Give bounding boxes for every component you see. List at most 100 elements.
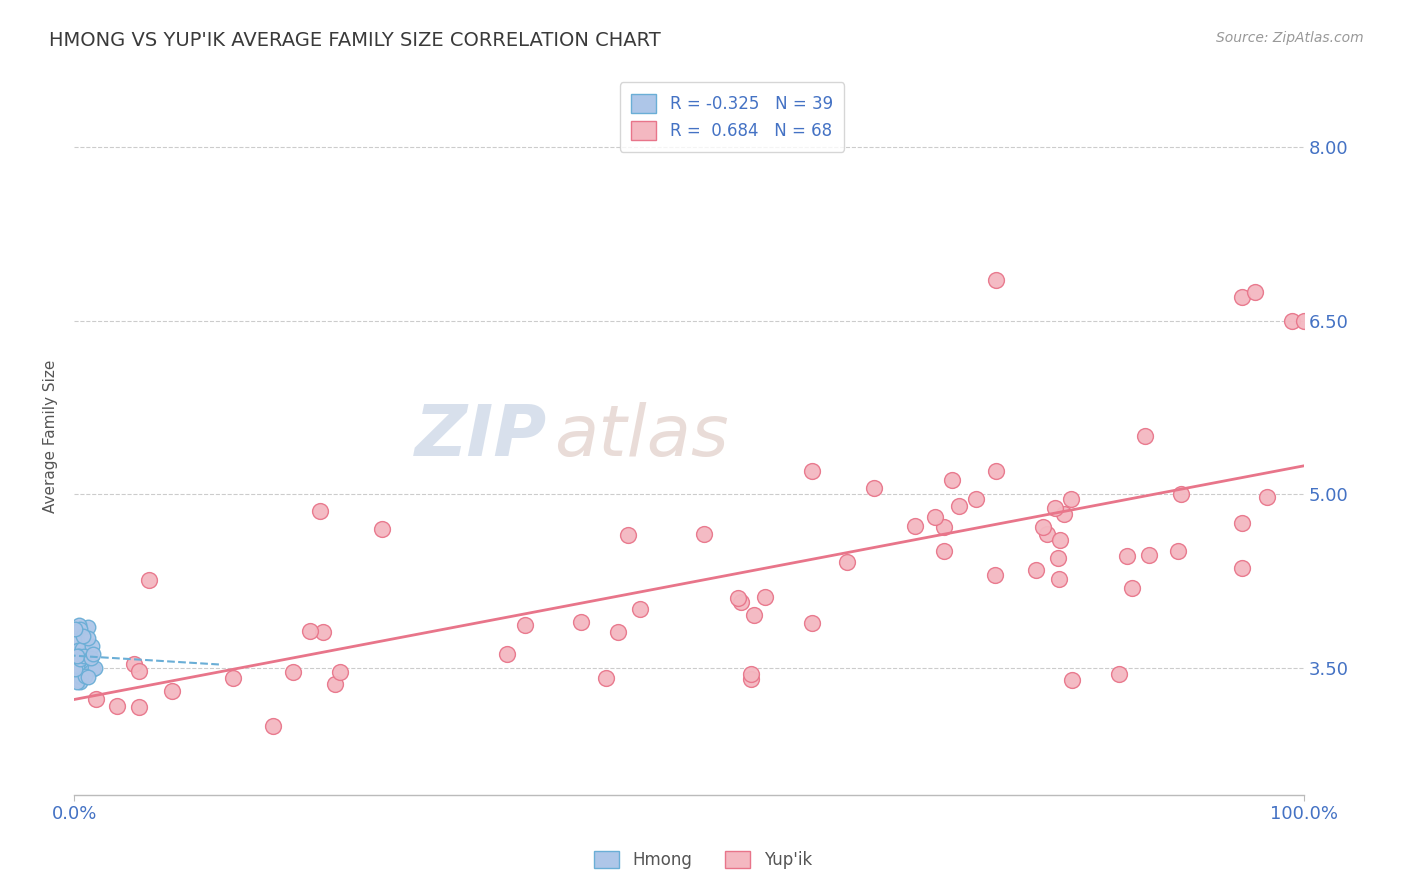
Point	[69, 675, 91, 690]
Point	[742, 608, 765, 623]
Text: ZIP: ZIP	[415, 401, 547, 471]
Point	[569, 615, 592, 629]
Point	[1062, 673, 1084, 687]
Point	[1047, 572, 1070, 586]
Point	[70, 642, 93, 657]
Point	[66, 632, 89, 647]
Point	[1135, 429, 1157, 443]
Point	[801, 464, 824, 478]
Point	[69, 673, 91, 688]
Point	[1036, 527, 1059, 541]
Point	[298, 624, 321, 639]
Point	[1232, 290, 1254, 304]
Text: HMONG VS YUP'IK AVERAGE FAMILY SIZE CORRELATION CHART: HMONG VS YUP'IK AVERAGE FAMILY SIZE CORR…	[49, 31, 661, 50]
Point	[84, 691, 107, 706]
Point	[1121, 581, 1143, 595]
Point	[1025, 563, 1047, 577]
Point	[66, 648, 89, 663]
Point	[607, 624, 630, 639]
Point	[72, 641, 94, 656]
Point	[904, 519, 927, 533]
Point	[1032, 520, 1054, 534]
Point	[325, 677, 347, 691]
Point	[1167, 544, 1189, 558]
Point	[72, 629, 94, 643]
Point	[595, 671, 617, 685]
Point	[73, 669, 96, 683]
Point	[986, 464, 1008, 478]
Point	[72, 642, 94, 657]
Point	[800, 616, 823, 631]
Point	[1060, 491, 1083, 506]
Point	[616, 527, 638, 541]
Point	[69, 622, 91, 636]
Point	[740, 673, 762, 687]
Point	[67, 645, 90, 659]
Point	[1232, 516, 1254, 530]
Point	[69, 652, 91, 666]
Point	[932, 520, 955, 534]
Point	[73, 649, 96, 664]
Point	[1043, 500, 1066, 515]
Point	[1049, 533, 1071, 547]
Point	[1046, 550, 1069, 565]
Point	[309, 504, 332, 518]
Point	[67, 643, 90, 657]
Text: Source: ZipAtlas.com: Source: ZipAtlas.com	[1216, 31, 1364, 45]
Point	[513, 618, 536, 632]
Point	[82, 639, 104, 653]
Point	[162, 684, 184, 698]
Point	[984, 568, 1007, 582]
Point	[727, 591, 749, 605]
Point	[73, 647, 96, 661]
Point	[924, 510, 946, 524]
Point	[1232, 561, 1254, 575]
Point	[67, 618, 90, 632]
Point	[63, 662, 86, 676]
Y-axis label: Average Family Size: Average Family Size	[44, 359, 58, 513]
Text: atlas: atlas	[554, 401, 728, 471]
Legend: Hmong, Yup'ik: Hmong, Yup'ik	[583, 841, 823, 880]
Point	[1170, 487, 1192, 501]
Point	[128, 699, 150, 714]
Point	[128, 665, 150, 679]
Point	[67, 648, 90, 663]
Point	[1115, 549, 1137, 563]
Point	[66, 650, 89, 665]
Point	[66, 659, 89, 673]
Point	[730, 595, 752, 609]
Point	[986, 273, 1008, 287]
Point	[77, 632, 100, 646]
Point	[73, 656, 96, 670]
Point	[692, 527, 714, 541]
Point	[495, 648, 517, 662]
Point	[1292, 313, 1315, 327]
Point	[934, 543, 956, 558]
Point	[70, 670, 93, 684]
Point	[105, 699, 128, 714]
Point	[262, 718, 284, 732]
Point	[122, 657, 145, 671]
Point	[1108, 666, 1130, 681]
Point	[1137, 548, 1160, 562]
Point	[82, 662, 104, 676]
Point	[80, 651, 103, 665]
Point	[77, 670, 100, 684]
Point	[138, 574, 160, 588]
Point	[941, 473, 963, 487]
Legend: R = -0.325   N = 39, R =  0.684   N = 68: R = -0.325 N = 39, R = 0.684 N = 68	[620, 82, 845, 152]
Point	[76, 620, 98, 634]
Point	[1243, 285, 1265, 299]
Point	[66, 674, 89, 689]
Point	[754, 591, 776, 605]
Point	[862, 481, 884, 495]
Point	[65, 622, 87, 636]
Point	[740, 666, 762, 681]
Point	[1281, 313, 1303, 327]
Point	[221, 671, 243, 685]
Point	[84, 661, 107, 675]
Point	[1053, 507, 1076, 521]
Point	[69, 651, 91, 665]
Point	[67, 648, 90, 663]
Point	[63, 655, 86, 669]
